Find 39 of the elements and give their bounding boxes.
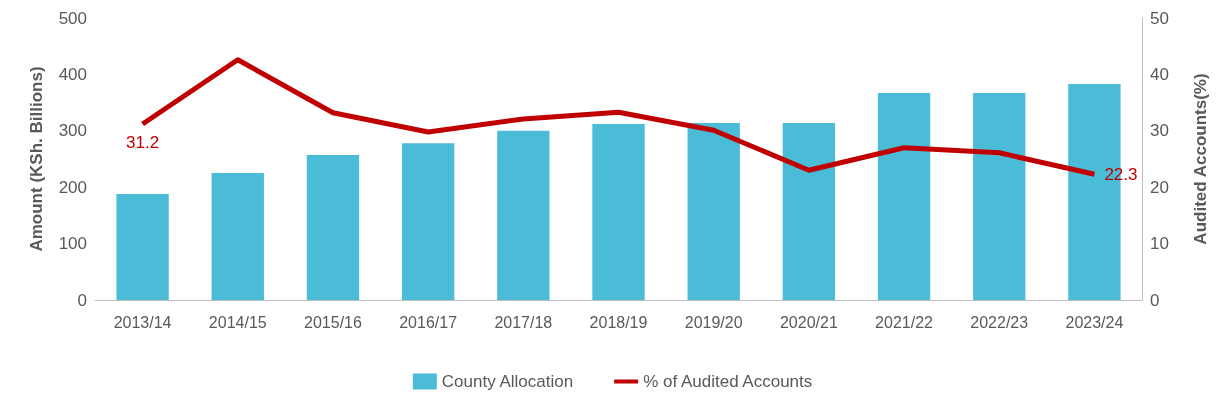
bar <box>592 124 645 300</box>
bar <box>306 155 360 300</box>
y-tick-label: 400 <box>58 64 87 84</box>
bar <box>973 93 1026 300</box>
x-tick-label: 2022/23 <box>970 313 1029 331</box>
x-tick-label: 2014/15 <box>208 313 267 331</box>
x-tick-label: 2017/18 <box>494 313 553 331</box>
bar <box>116 193 169 300</box>
data-label: 22.3 <box>1104 164 1138 184</box>
y-tick-label: 300 <box>58 121 87 141</box>
x-tick-label: 2021/22 <box>875 313 934 331</box>
y2-tick-label: 20 <box>1150 177 1169 197</box>
y2-tick-label: 0 <box>1150 290 1160 310</box>
y-tick-label: 100 <box>58 234 87 254</box>
y-axis-title: Amount (KSh. Billions) <box>27 66 46 252</box>
x-tick-label: 2013/14 <box>113 313 172 331</box>
x-tick-label: 2020/21 <box>779 313 838 331</box>
y-tick-label: 200 <box>58 177 87 197</box>
data-label: 31.2 <box>126 133 160 153</box>
bar <box>687 122 740 300</box>
x-tick-label: 2023/24 <box>1065 313 1124 331</box>
y2-tick-label: 40 <box>1150 64 1169 84</box>
bar <box>782 122 836 300</box>
y2-tick-label: 10 <box>1150 234 1169 254</box>
bar <box>877 93 931 300</box>
y2-tick-label: 30 <box>1150 121 1169 141</box>
x-tick-label: 2015/16 <box>304 313 362 331</box>
legend-label: % of Audited Accounts <box>643 372 813 391</box>
x-tick-label: 2018/19 <box>589 313 648 331</box>
bar <box>401 143 455 300</box>
y2-axis-title: Audited Accounts(%) <box>1191 73 1210 245</box>
x-tick-label: 2019/20 <box>684 313 743 331</box>
y-tick-label: 500 <box>58 8 87 28</box>
y-tick-label: 0 <box>77 290 87 310</box>
y2-tick-label: 50 <box>1150 8 1169 28</box>
bar <box>497 130 550 300</box>
bar <box>211 173 264 300</box>
legend-label: County Allocation <box>441 372 574 391</box>
x-tick-label: 2016/17 <box>399 313 458 331</box>
